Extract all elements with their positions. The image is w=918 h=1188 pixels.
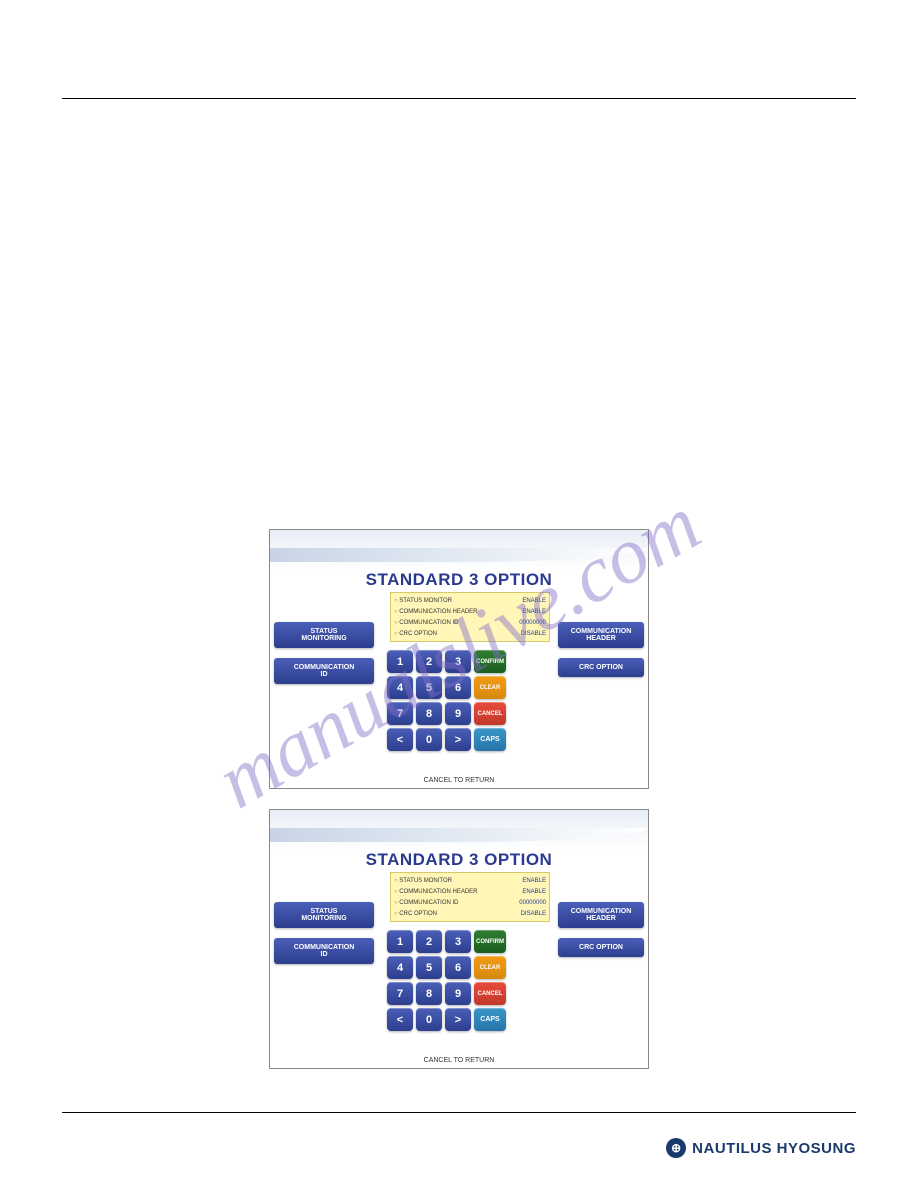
crc-option-button[interactable]: CRC OPTION [558,938,644,957]
status-monitoring-button[interactable]: STATUS MONITORING [274,902,374,928]
header-band [270,810,648,850]
key-cancel[interactable]: CANCEL [474,982,506,1005]
key-8[interactable]: 8 [416,702,442,725]
status-row: CRC OPTION DISABLE [394,908,546,919]
status-label: CRC OPTION [394,911,437,917]
key-4[interactable]: 4 [387,956,413,979]
key-3[interactable]: 3 [445,930,471,953]
key-6[interactable]: 6 [445,956,471,979]
status-row: CRC OPTION DISABLE [394,628,546,639]
left-button-group: STATUS MONITORING COMMUNICATION ID [274,902,374,974]
key-7[interactable]: 7 [387,702,413,725]
status-row: COMMUNICATION ID 00000000 [394,897,546,908]
crc-option-button[interactable]: CRC OPTION [558,658,644,677]
nautilus-logo-icon: ⊕ [666,1138,686,1158]
status-panel: STATUS MONITOR ENABLE COMMUNICATION HEAD… [390,872,550,922]
key-9[interactable]: 9 [445,982,471,1005]
status-value: DISABLE [498,911,546,917]
atm-title: STANDARD 3 OPTION [270,850,648,870]
status-monitoring-button[interactable]: STATUS MONITORING [274,622,374,648]
key-0[interactable]: 0 [416,728,442,751]
status-label: COMMUNICATION ID [394,620,459,626]
key-left[interactable]: < [387,1008,413,1031]
status-value: 00000000 [498,900,546,906]
atm-screen-2: STANDARD 3 OPTION STATUS MONITOR ENABLE … [269,809,649,1069]
key-7[interactable]: 7 [387,982,413,1005]
status-label: STATUS MONITOR [394,878,452,884]
key-2[interactable]: 2 [416,650,442,673]
key-6[interactable]: 6 [445,676,471,699]
header-band [270,530,648,570]
key-9[interactable]: 9 [445,702,471,725]
key-1[interactable]: 1 [387,650,413,673]
status-label: COMMUNICATION HEADER [394,889,478,895]
key-0[interactable]: 0 [416,1008,442,1031]
cancel-to-return: CANCEL TO RETURN [270,777,648,784]
key-right[interactable]: > [445,1008,471,1031]
status-value: ENABLE [498,878,546,884]
key-4[interactable]: 4 [387,676,413,699]
right-button-group: COMMUNICATION HEADER CRC OPTION [558,622,644,687]
footer-brand-text: NAUTILUS HYOSUNG [692,1140,856,1157]
key-5[interactable]: 5 [416,956,442,979]
key-5[interactable]: 5 [416,676,442,699]
key-clear[interactable]: CLEAR [474,956,506,979]
status-label: CRC OPTION [394,631,437,637]
communication-header-button[interactable]: COMMUNICATION HEADER [558,902,644,928]
communication-header-button[interactable]: COMMUNICATION HEADER [558,622,644,648]
key-right[interactable]: > [445,728,471,751]
right-button-group: COMMUNICATION HEADER CRC OPTION [558,902,644,967]
footer-rule [62,1112,856,1113]
key-1[interactable]: 1 [387,930,413,953]
communication-id-button[interactable]: COMMUNICATION ID [274,658,374,684]
key-confirm[interactable]: CONFIRM [474,930,506,953]
keypad: 1 2 3 CONFIRM 4 5 6 CLEAR 7 8 9 CANCEL <… [387,650,539,754]
status-row: STATUS MONITOR ENABLE [394,875,546,886]
key-left[interactable]: < [387,728,413,751]
key-2[interactable]: 2 [416,930,442,953]
header-rule [62,98,856,99]
status-label: COMMUNICATION HEADER [394,609,478,615]
key-cancel[interactable]: CANCEL [474,702,506,725]
status-label: COMMUNICATION ID [394,900,459,906]
atm-title: STANDARD 3 OPTION [270,570,648,590]
status-row: COMMUNICATION HEADER ENABLE [394,886,546,897]
status-panel: STATUS MONITOR ENABLE COMMUNICATION HEAD… [390,592,550,642]
status-value: ENABLE [498,609,546,615]
atm-screen-1: STANDARD 3 OPTION STATUS MONITOR ENABLE … [269,529,649,789]
key-3[interactable]: 3 [445,650,471,673]
communication-id-button[interactable]: COMMUNICATION ID [274,938,374,964]
status-label: STATUS MONITOR [394,598,452,604]
key-8[interactable]: 8 [416,982,442,1005]
keypad: 1 2 3 CONFIRM 4 5 6 CLEAR 7 8 9 CANCEL <… [387,930,539,1034]
key-caps[interactable]: CAPS [474,1008,506,1031]
status-value: DISABLE [498,631,546,637]
cancel-to-return: CANCEL TO RETURN [270,1057,648,1064]
status-value: ENABLE [498,598,546,604]
status-row: STATUS MONITOR ENABLE [394,595,546,606]
key-confirm[interactable]: CONFIRM [474,650,506,673]
status-value: 00000000 [498,620,546,626]
footer-logo: ⊕ NAUTILUS HYOSUNG [666,1138,856,1158]
status-value: ENABLE [498,889,546,895]
key-clear[interactable]: CLEAR [474,676,506,699]
status-row: COMMUNICATION HEADER ENABLE [394,606,546,617]
status-row: COMMUNICATION ID 00000000 [394,617,546,628]
left-button-group: STATUS MONITORING COMMUNICATION ID [274,622,374,694]
key-caps[interactable]: CAPS [474,728,506,751]
